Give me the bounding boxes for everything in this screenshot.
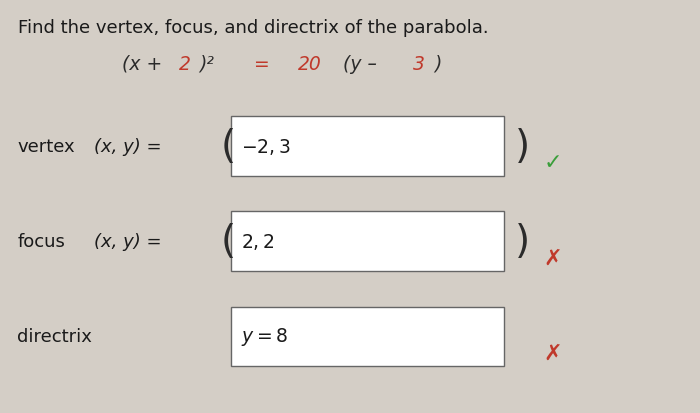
Text: =: = (248, 55, 276, 74)
Text: ): ) (434, 55, 442, 74)
Text: $-2,3$: $-2,3$ (241, 137, 291, 157)
Text: (x, y) =: (x, y) = (94, 138, 168, 156)
Text: $y = 8$: $y = 8$ (241, 325, 288, 348)
Text: )²: )² (199, 55, 214, 74)
Text: (x +: (x + (122, 55, 169, 74)
Text: $2,2$: $2,2$ (241, 232, 275, 252)
Text: (: ( (220, 223, 236, 261)
Text: (: ( (220, 128, 236, 166)
Text: ): ) (514, 128, 530, 166)
Text: 2: 2 (178, 55, 190, 74)
FancyBboxPatch shape (231, 117, 504, 176)
Text: ✗: ✗ (544, 248, 562, 268)
Text: vertex: vertex (18, 138, 75, 156)
Text: Find the vertex, focus, and directrix of the parabola.: Find the vertex, focus, and directrix of… (18, 19, 488, 36)
Text: (y –: (y – (343, 55, 383, 74)
Text: (x, y) =: (x, y) = (94, 233, 168, 251)
Text: directrix: directrix (18, 328, 92, 346)
Text: 3: 3 (413, 55, 425, 74)
FancyBboxPatch shape (231, 212, 504, 271)
Text: 20: 20 (298, 55, 321, 74)
Text: ): ) (514, 223, 530, 261)
Text: ✓: ✓ (544, 153, 562, 173)
Text: ✗: ✗ (544, 343, 562, 363)
FancyBboxPatch shape (231, 307, 504, 366)
Text: focus: focus (18, 233, 65, 251)
